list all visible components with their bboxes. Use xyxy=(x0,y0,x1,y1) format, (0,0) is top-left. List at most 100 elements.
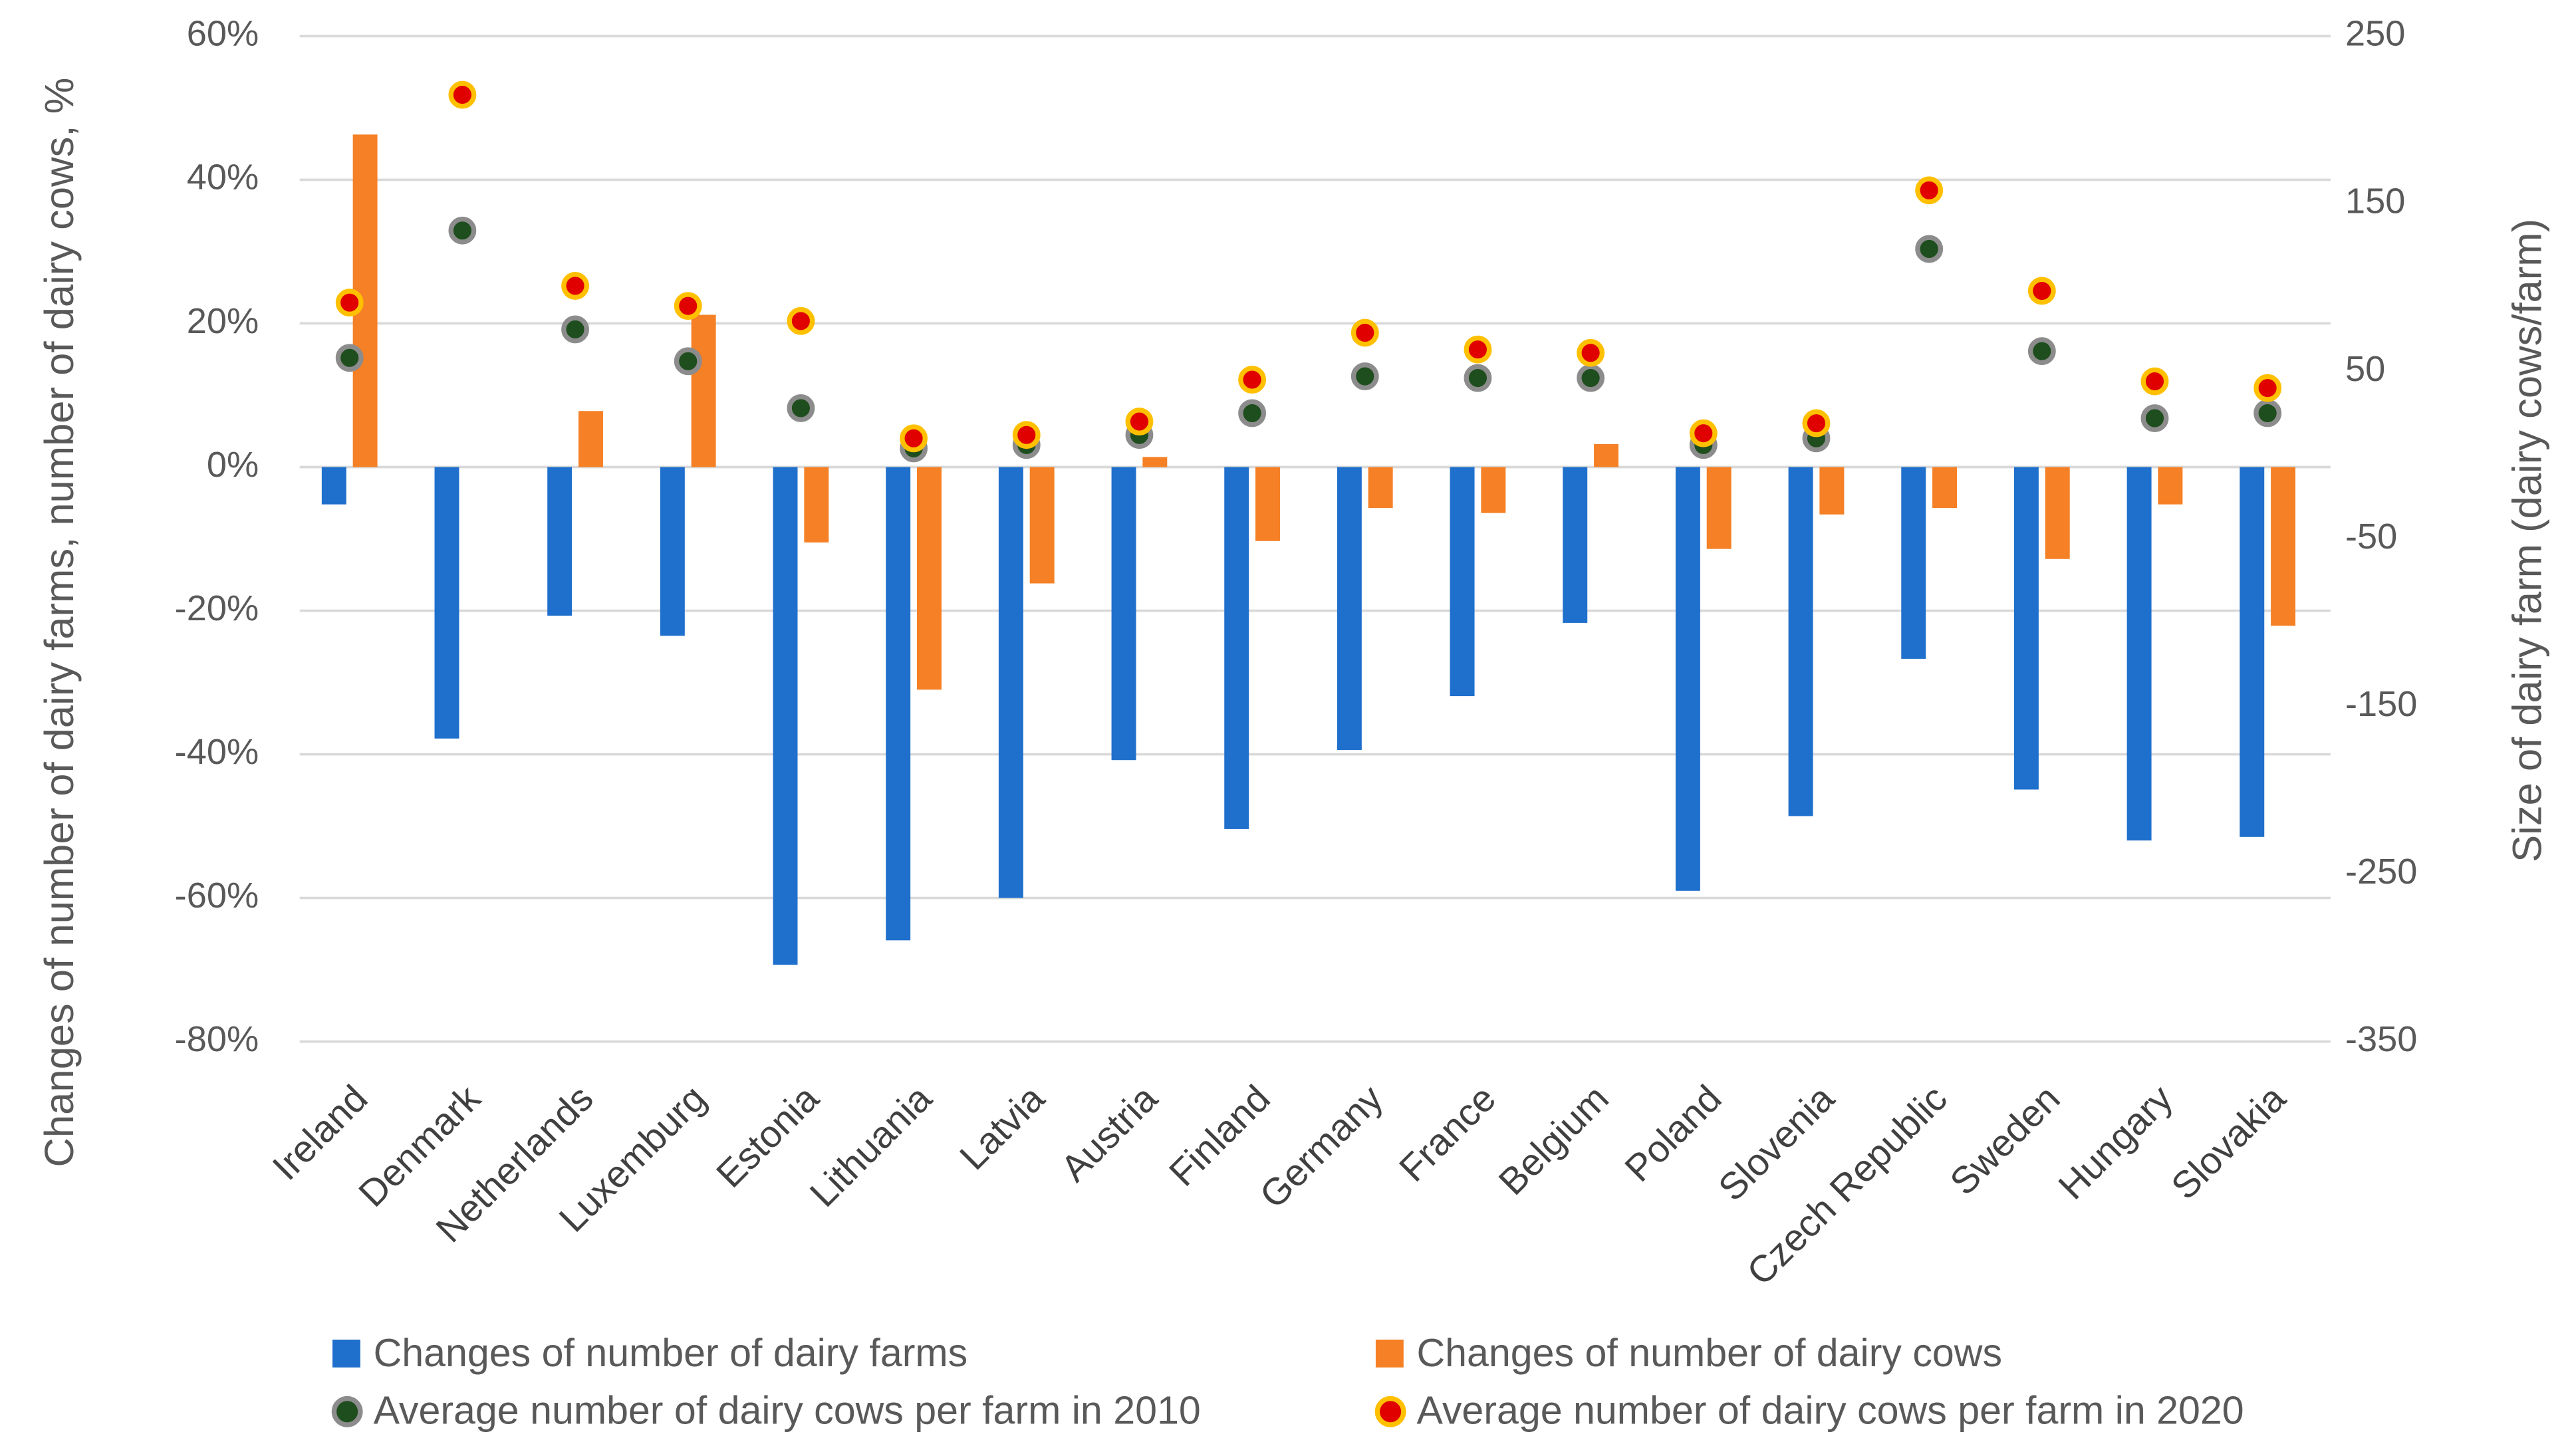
legend-swatch xyxy=(1375,1339,1404,1368)
x-tick-label: Hungary xyxy=(2051,1077,2181,1207)
point xyxy=(561,271,589,300)
point xyxy=(1012,421,1041,449)
bar xyxy=(1901,467,1926,659)
point xyxy=(335,289,364,317)
point xyxy=(2253,374,2282,402)
y2-tick-label: -150 xyxy=(2345,684,2417,724)
bar xyxy=(1675,467,1700,891)
x-tick-label: Belgium xyxy=(1491,1078,1616,1203)
bar xyxy=(773,467,798,965)
y-tick-label: 20% xyxy=(187,301,259,341)
bar xyxy=(660,467,685,636)
x-tick-label: Austria xyxy=(1053,1077,1166,1190)
bar xyxy=(1788,467,1813,816)
point xyxy=(674,292,702,320)
bar xyxy=(804,467,829,543)
point xyxy=(335,344,364,372)
bar xyxy=(578,411,603,467)
point xyxy=(1915,176,1944,205)
y2-axis-title: Size of dairy farm (dairy cows/farm) xyxy=(2505,219,2551,862)
point xyxy=(448,80,477,109)
point xyxy=(1689,419,1718,447)
point xyxy=(2140,367,2169,396)
bar xyxy=(1368,467,1393,509)
bar xyxy=(1142,457,1168,467)
y-tick-label: -40% xyxy=(175,732,259,772)
x-tick-label: France xyxy=(1392,1078,1504,1190)
point xyxy=(448,216,477,245)
point xyxy=(2027,277,2056,305)
bar xyxy=(1111,467,1136,761)
bar xyxy=(1932,467,1958,509)
bar xyxy=(2126,467,2152,841)
y2-tick-label: -350 xyxy=(2345,1019,2417,1059)
bar xyxy=(321,467,346,505)
bar xyxy=(1563,467,1588,623)
bar xyxy=(1255,467,1280,541)
x-tick-label: Czech Republic xyxy=(1739,1078,1956,1294)
bar xyxy=(2271,467,2296,626)
legend-label: Average number of dairy cows per farm in… xyxy=(374,1388,1201,1432)
legend-label: Average number of dairy cows per farm in… xyxy=(1417,1388,2244,1432)
point xyxy=(674,347,702,376)
point xyxy=(1577,338,1605,367)
bar xyxy=(1337,467,1362,751)
legend-swatch xyxy=(1374,1395,1406,1427)
point xyxy=(2027,337,2056,366)
bar xyxy=(1481,467,1506,513)
y-tick-label: -20% xyxy=(175,588,259,628)
bar xyxy=(2158,467,2183,505)
bar xyxy=(917,467,942,690)
legend-label: Changes of number of dairy farms xyxy=(374,1330,968,1375)
y-tick-label: 0% xyxy=(207,445,259,485)
bar xyxy=(998,467,1023,898)
point xyxy=(1577,364,1605,392)
x-tick-label: Lithuania xyxy=(802,1077,940,1215)
point xyxy=(787,306,815,335)
x-tick-label: Latvia xyxy=(952,1077,1053,1178)
x-tick-label: Germany xyxy=(1252,1077,1392,1217)
bar xyxy=(886,467,911,941)
point xyxy=(1350,362,1379,390)
legend-label: Changes of number of dairy cows xyxy=(1417,1330,2003,1375)
bar xyxy=(547,467,573,616)
bar xyxy=(691,314,716,467)
x-tick-label: Slovakia xyxy=(2164,1077,2294,1207)
point xyxy=(900,424,928,453)
y-tick-label: -80% xyxy=(175,1019,259,1059)
x-tick-label: Poland xyxy=(1617,1078,1730,1190)
point xyxy=(2253,399,2282,427)
point xyxy=(1464,335,1492,364)
x-tick-label: Ireland xyxy=(265,1078,376,1189)
bar xyxy=(2013,467,2039,790)
y2-tick-label: 250 xyxy=(2345,14,2405,54)
point xyxy=(1238,366,1267,394)
point xyxy=(561,315,589,344)
point xyxy=(1915,235,1944,263)
bar xyxy=(1450,467,1475,697)
bar xyxy=(434,467,459,739)
y2-tick-label: 150 xyxy=(2345,182,2405,221)
x-tick-label: Sweden xyxy=(1942,1078,2068,1203)
y-axis-title: Changes of number of dairy farms, number… xyxy=(37,78,82,1167)
bar xyxy=(1594,443,1619,467)
point xyxy=(1802,409,1831,437)
point xyxy=(1350,318,1379,347)
point xyxy=(787,394,815,422)
bar xyxy=(1029,467,1055,584)
y2-tick-label: 50 xyxy=(2345,349,2385,389)
bar xyxy=(1224,467,1249,829)
bar xyxy=(1706,467,1732,549)
y2-tick-label: -50 xyxy=(2345,517,2397,556)
point xyxy=(2140,404,2169,432)
y-tick-label: 60% xyxy=(187,14,259,54)
legend-swatch xyxy=(331,1395,363,1427)
point xyxy=(1464,364,1492,392)
y2-tick-label: -250 xyxy=(2345,852,2417,892)
y-tick-label: 40% xyxy=(187,158,259,197)
bar xyxy=(2240,467,2265,837)
bar xyxy=(1819,467,1845,515)
legend-swatch xyxy=(332,1339,360,1368)
y-tick-label: -60% xyxy=(175,876,259,915)
